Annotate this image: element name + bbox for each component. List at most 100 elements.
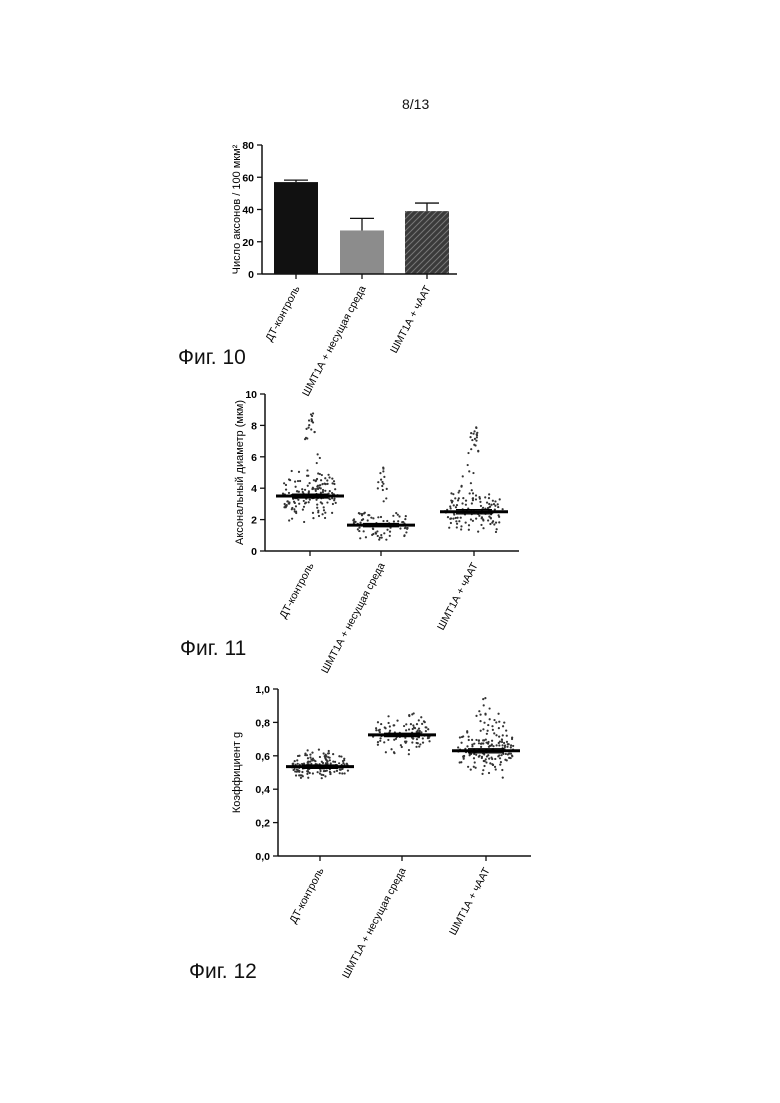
data-point xyxy=(492,729,494,731)
data-point xyxy=(452,518,454,520)
data-point xyxy=(323,752,325,754)
data-point xyxy=(448,527,450,529)
data-point xyxy=(468,470,470,472)
data-point xyxy=(462,475,464,477)
y-tick-label: 40 xyxy=(242,205,254,217)
data-point xyxy=(300,777,302,779)
data-point xyxy=(495,768,497,770)
data-point xyxy=(488,772,490,774)
data-point xyxy=(405,742,407,744)
data-point xyxy=(376,530,378,532)
data-point xyxy=(471,489,473,491)
data-point xyxy=(471,439,473,441)
data-point xyxy=(473,743,475,745)
data-point xyxy=(482,519,484,521)
category-label: ШМТ1А + несущая среда xyxy=(319,561,388,676)
data-point xyxy=(312,487,314,489)
data-point xyxy=(393,752,395,754)
data-point xyxy=(489,762,491,764)
data-point xyxy=(450,492,452,494)
data-point xyxy=(468,529,470,531)
data-point xyxy=(495,522,497,524)
data-point xyxy=(367,519,369,521)
data-point xyxy=(492,500,494,502)
data-point xyxy=(312,517,314,519)
data-point xyxy=(357,528,359,530)
data-point xyxy=(377,741,379,743)
data-point xyxy=(324,490,326,492)
y-tick-label: 6 xyxy=(251,452,257,464)
data-point xyxy=(333,499,335,501)
data-point xyxy=(317,771,319,773)
data-point xyxy=(418,719,420,721)
data-point xyxy=(308,482,310,484)
data-point xyxy=(506,759,508,761)
data-point xyxy=(475,518,477,520)
data-point xyxy=(372,517,374,519)
data-point xyxy=(418,745,420,747)
data-point xyxy=(358,530,360,532)
data-point xyxy=(302,775,304,777)
data-point xyxy=(296,771,298,773)
data-point xyxy=(382,467,384,469)
data-point xyxy=(475,498,477,500)
data-point xyxy=(470,769,472,771)
data-point xyxy=(480,746,482,748)
data-point xyxy=(403,534,405,536)
data-point xyxy=(372,528,374,530)
data-point xyxy=(395,738,397,740)
data-point xyxy=(482,728,484,730)
data-point xyxy=(486,733,488,735)
data-point xyxy=(473,757,475,759)
data-point xyxy=(317,453,319,455)
data-point xyxy=(465,521,467,523)
data-point xyxy=(326,479,328,481)
data-point xyxy=(309,761,311,763)
data-point xyxy=(296,490,298,492)
data-point xyxy=(489,523,491,525)
data-point xyxy=(472,520,474,522)
data-point xyxy=(475,494,477,496)
data-point xyxy=(478,739,480,741)
data-point xyxy=(479,714,481,716)
data-point xyxy=(331,492,333,494)
data-point xyxy=(331,482,333,484)
data-point xyxy=(311,751,313,753)
data-point xyxy=(465,504,467,506)
data-point xyxy=(339,772,341,774)
data-point xyxy=(323,506,325,508)
data-point xyxy=(288,519,290,521)
data-point xyxy=(495,721,497,723)
data-point xyxy=(340,755,342,757)
data-point xyxy=(493,523,495,525)
data-point xyxy=(511,755,513,757)
data-point xyxy=(318,749,320,751)
data-point xyxy=(389,531,391,533)
data-point xyxy=(475,754,477,756)
data-point xyxy=(487,519,489,521)
data-point xyxy=(503,721,505,723)
data-point xyxy=(383,476,385,478)
data-point xyxy=(295,774,297,776)
data-point xyxy=(288,502,290,504)
data-point xyxy=(410,723,412,725)
data-point xyxy=(304,502,306,504)
data-point xyxy=(486,501,488,503)
data-point xyxy=(505,729,507,731)
y-tick-label: 8 xyxy=(251,420,257,432)
data-point xyxy=(304,489,306,491)
data-point xyxy=(419,743,421,745)
data-point xyxy=(293,508,295,510)
data-point xyxy=(295,505,297,507)
data-point xyxy=(480,505,482,507)
data-point xyxy=(402,521,404,523)
data-point xyxy=(493,719,495,721)
data-point xyxy=(406,528,408,530)
data-point xyxy=(324,512,326,514)
data-point xyxy=(495,734,497,736)
data-point xyxy=(512,745,514,747)
data-point xyxy=(333,480,335,482)
data-point xyxy=(457,499,459,501)
category-label: ШМТ1А + чААТ xyxy=(435,560,481,632)
data-point xyxy=(307,427,309,429)
